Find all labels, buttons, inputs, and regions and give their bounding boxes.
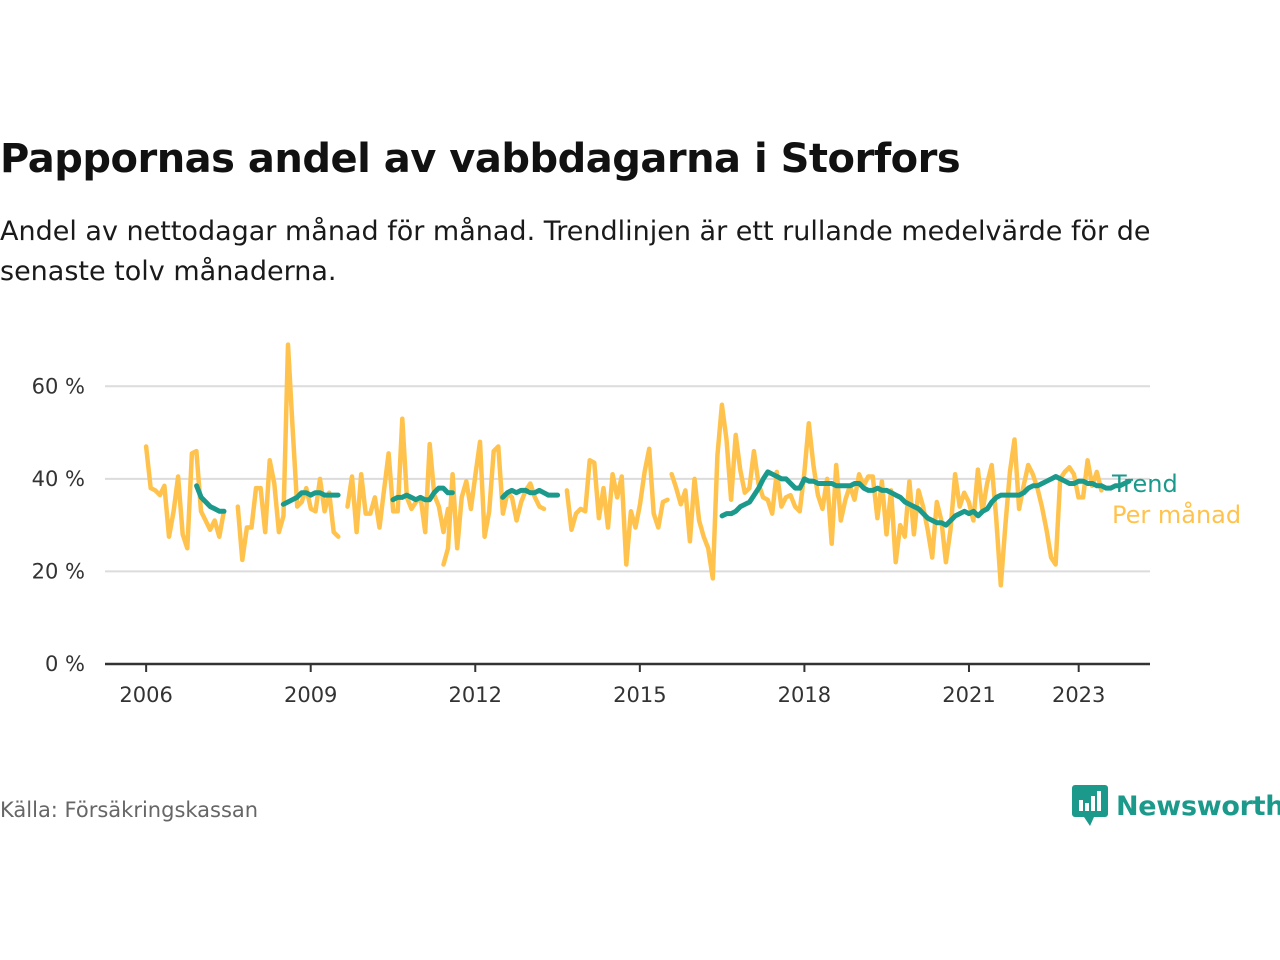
monthly-line-segment <box>235 342 341 563</box>
trend-line-segment <box>500 487 561 500</box>
x-tick-label: 2023 <box>1052 683 1105 707</box>
line-chart: 0 % 20 % 40 % 60 % 2006 2009 2012 2015 2018 2021… <box>32 342 1241 707</box>
x-tick-label: 2015 <box>613 683 666 707</box>
x-axis: 2006 2009 2012 2015 2018 2021 2023 <box>105 662 1150 707</box>
x-tick-label: 2021 <box>942 683 995 707</box>
x-tick-label: 2018 <box>778 683 831 707</box>
newsworthy-logo[interactable]: Newsworthy <box>1072 784 1280 828</box>
trend-line-segment <box>719 469 1132 528</box>
x-tick-label: 2012 <box>449 683 502 707</box>
trend-line-segment <box>194 483 227 514</box>
y-tick-label: 40 % <box>32 467 85 491</box>
source-note: Källa: Försäkringskassan <box>0 798 259 822</box>
chart-title: Pappornas andel av vabbdagarna i Storfor… <box>0 136 961 182</box>
bar-chart-speech-bubble-icon <box>1072 785 1108 826</box>
logo-text: Newsworthy <box>1116 790 1280 822</box>
y-tick-label: 0 % <box>45 652 85 676</box>
x-tick-label: 2006 <box>119 683 172 707</box>
monthly-line-segment <box>345 416 451 535</box>
chart-subtitle: Andel av nettodagar månad för månad. Tre… <box>0 216 1151 287</box>
monthly-line-segment <box>669 402 1104 588</box>
legend: Trend Per månad <box>1111 470 1241 529</box>
monthly-line-segment <box>564 446 670 567</box>
series-lines <box>143 342 1132 588</box>
y-axis-ticks: 0 % 20 % 40 % 60 % <box>32 374 85 676</box>
x-tick-label: 2009 <box>284 683 337 707</box>
y-tick-label: 60 % <box>32 374 85 398</box>
legend-trend-label: Trend <box>1111 470 1178 498</box>
trend-line-segment <box>390 485 455 503</box>
monthly-line-segment <box>441 439 547 567</box>
legend-monthly-label: Per månad <box>1112 500 1241 529</box>
trend-line-segment <box>280 490 341 507</box>
y-tick-label: 20 % <box>32 559 85 583</box>
monthly-line-segment <box>143 444 227 551</box>
